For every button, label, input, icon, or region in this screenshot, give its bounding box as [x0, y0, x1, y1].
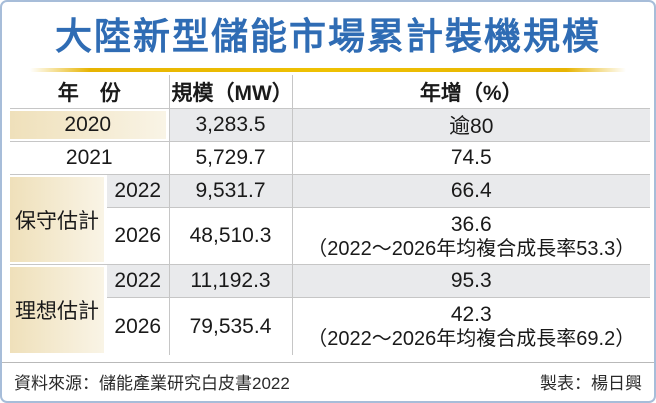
scale-cell: 79,535.4	[168, 297, 293, 355]
table-row-conservative-2022: 保守估計 2022 9,531.7 66.4	[10, 174, 650, 265]
header-cell-year: 年 份	[57, 81, 121, 105]
scale-cell: 9,531.7	[168, 174, 293, 208]
header-cell-growth: 年增（%）	[419, 81, 523, 105]
year-cell: 2022	[107, 174, 169, 208]
table-header-row: 年 份 規模（MW） 年增（%）	[10, 75, 650, 109]
source-text: 資料來源：儲能產業研究白皮書2022	[14, 373, 290, 393]
footer: 資料來源：儲能產業研究白皮書2022 製表：楊日興	[2, 362, 654, 401]
table-row-2020: 2020 3,283.5 逾80	[10, 108, 650, 142]
scale-cell: 3,283.5	[168, 108, 293, 142]
credit-text: 製表：楊日興	[540, 373, 642, 393]
year-cell: 2026	[107, 207, 169, 265]
data-table: 年 份 規模（MW） 年增（%） 2020 3,283.5 逾80 2021 5…	[10, 75, 650, 355]
table-row-ideal-2022: 理想估計 2022 11,192.3 95.3	[10, 264, 650, 355]
year-cell: 2020	[10, 108, 169, 142]
estimate-label-cell: 保守估計	[10, 174, 107, 265]
growth-cagr-note: （2022～2026年均複合成長率69.2）	[307, 328, 636, 351]
year-cell: 2022	[107, 264, 169, 298]
estimate-label-fill: 理想估計	[10, 267, 104, 353]
growth-cell: 42.3 （2022～2026年均複合成長率69.2）	[292, 297, 650, 355]
table-row-2021: 2021 5,729.7 74.5	[10, 141, 650, 175]
growth-cell: 95.3	[292, 264, 650, 298]
estimate-label-cell: 理想估計	[10, 264, 107, 355]
growth-cell: 逾80	[292, 108, 650, 142]
growth-cell: 74.5	[292, 141, 650, 175]
growth-cell: 36.6 （2022～2026年均複合成長率53.3）	[292, 207, 650, 265]
scale-cell: 11,192.3	[168, 264, 293, 298]
growth-value: 36.6	[450, 212, 492, 236]
header-cell-scale: 規模（MW）	[168, 75, 293, 109]
page-title: 大陸新型儲能市場累計裝機規模	[55, 16, 601, 57]
growth-value: 42.3	[450, 303, 492, 327]
table-row-ideal-2026: 2026 79,535.4 42.3 （2022～2026年均複合成長率69.2…	[10, 297, 650, 355]
year-cell: 2026	[107, 297, 169, 355]
year-cell-fill: 2020	[10, 111, 166, 140]
scale-cell: 5,729.7	[168, 141, 293, 175]
table-row-conservative-2026: 2026 48,510.3 36.6 （2022～2026年均複合成長率53.3…	[10, 207, 650, 265]
gold-accent-rule	[30, 68, 626, 73]
estimate-label-fill: 保守估計	[10, 177, 104, 263]
growth-cell: 66.4	[292, 174, 650, 208]
growth-cagr-note: （2022～2026年均複合成長率53.3）	[307, 238, 636, 261]
scale-cell: 48,510.3	[168, 207, 293, 265]
year-cell: 2021	[10, 141, 169, 175]
